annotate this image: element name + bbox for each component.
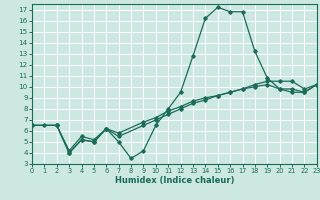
X-axis label: Humidex (Indice chaleur): Humidex (Indice chaleur) — [115, 176, 234, 185]
